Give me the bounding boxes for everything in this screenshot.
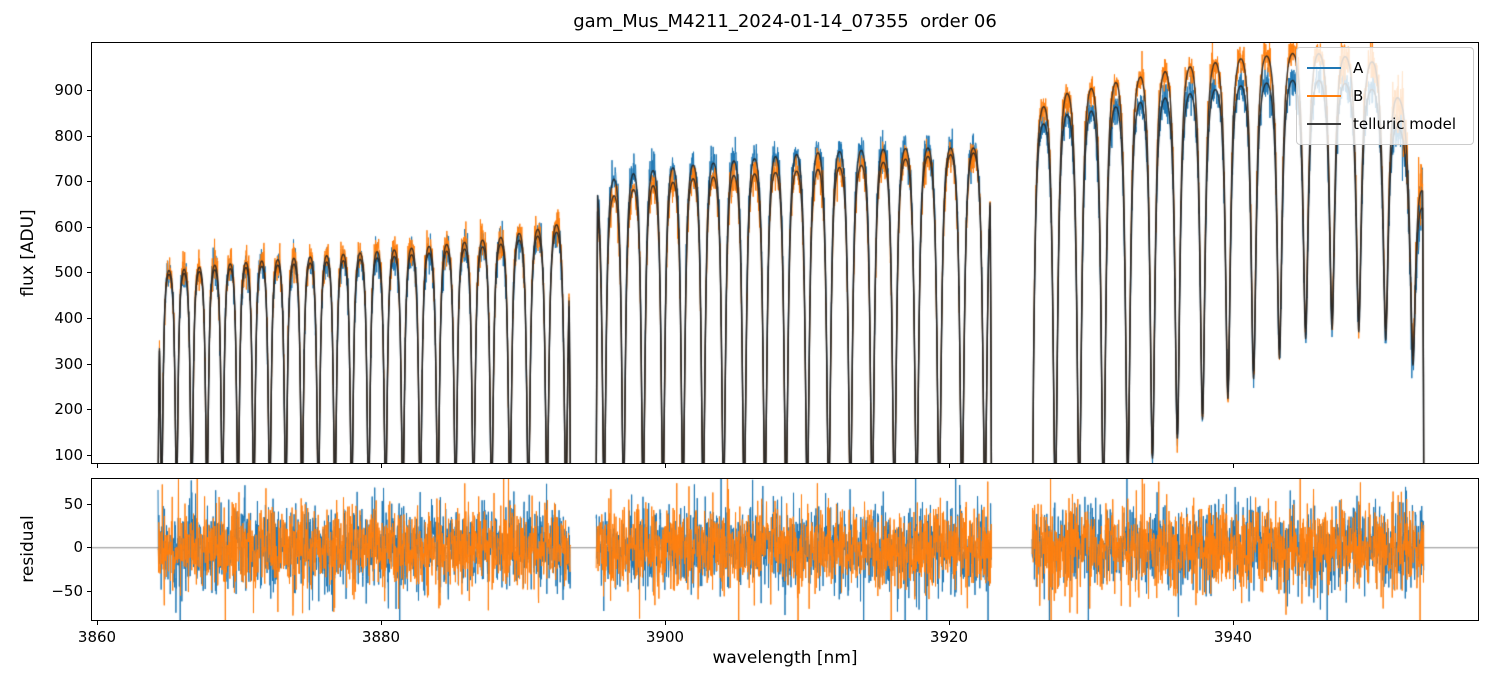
residual-plot-canvas [92, 479, 1478, 620]
x-tick-mark-residual [949, 621, 950, 625]
x-tick-mark-main [381, 464, 382, 468]
x-tick-label: 3920 [929, 628, 969, 646]
y-tick-label-flux: 700 [54, 172, 83, 190]
y-tick-label-residual: −50 [51, 582, 83, 600]
legend-entry-b: B [1307, 82, 1463, 110]
y-tick-mark-residual [87, 547, 91, 548]
y-tick-label-flux: 400 [54, 309, 83, 327]
y-tick-label-flux: 900 [54, 81, 83, 99]
flux-plot-canvas [92, 43, 1478, 463]
y-tick-label-flux: 600 [54, 218, 83, 236]
legend-entry-a: A [1307, 54, 1463, 82]
x-tick-label: 3880 [361, 628, 401, 646]
legend-entry-telluric-model: telluric model [1307, 110, 1463, 138]
y-tick-mark-flux [87, 227, 91, 228]
legend-line-sample-a [1307, 67, 1341, 69]
residual-panel [91, 478, 1479, 621]
legend-line-sample-b [1307, 95, 1341, 97]
y-tick-label-flux: 200 [54, 400, 83, 418]
flux-axis-label: flux [ADU] [18, 209, 38, 297]
y-tick-mark-flux [87, 272, 91, 273]
y-tick-mark-flux [87, 318, 91, 319]
legend-label-telluric: telluric model [1353, 115, 1457, 133]
plot-title: gam_Mus_M4211_2024-01-14_07355 order 06 [573, 11, 997, 32]
y-tick-label-flux: 100 [54, 446, 83, 464]
x-tick-mark-residual [665, 621, 666, 625]
legend-label-a: A [1353, 59, 1364, 77]
y-tick-label-flux: 800 [54, 127, 83, 145]
y-tick-label-residual: 0 [73, 538, 83, 556]
x-tick-label: 3900 [645, 628, 685, 646]
y-tick-mark-residual [87, 504, 91, 505]
y-tick-mark-residual [87, 591, 91, 592]
x-tick-mark-main [97, 464, 98, 468]
legend-label-b: B [1353, 87, 1364, 105]
y-tick-label-flux: 500 [54, 263, 83, 281]
x-tick-mark-main [665, 464, 666, 468]
flux-panel [91, 42, 1479, 464]
residual-axis-label: residual [18, 515, 38, 583]
y-tick-mark-flux [87, 136, 91, 137]
y-tick-label-flux: 300 [54, 355, 83, 373]
x-tick-label: 3860 [77, 628, 117, 646]
x-tick-mark-residual [1233, 621, 1234, 625]
wavelength-axis-label: wavelength [nm] [712, 648, 858, 668]
legend: A B telluric model [1296, 47, 1474, 145]
x-tick-label: 3940 [1213, 628, 1253, 646]
x-tick-mark-residual [381, 621, 382, 625]
y-tick-mark-flux [87, 181, 91, 182]
x-tick-mark-main [949, 464, 950, 468]
legend-line-sample-telluric [1307, 123, 1341, 125]
y-tick-mark-flux [87, 409, 91, 410]
y-tick-mark-flux [87, 90, 91, 91]
x-tick-mark-residual [97, 621, 98, 625]
y-tick-label-residual: 50 [63, 495, 83, 513]
x-tick-mark-main [1233, 464, 1234, 468]
y-tick-mark-flux [87, 455, 91, 456]
y-tick-mark-flux [87, 364, 91, 365]
